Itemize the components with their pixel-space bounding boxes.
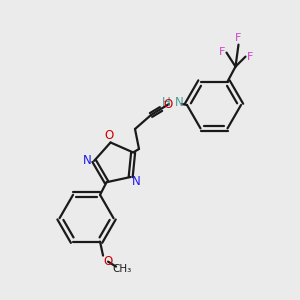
Text: CH₃: CH₃ [112, 264, 132, 274]
Text: O: O [103, 255, 113, 268]
Text: H: H [162, 97, 171, 110]
Text: N: N [83, 154, 92, 167]
Text: F: F [247, 52, 254, 61]
Text: N: N [175, 97, 184, 110]
Text: O: O [164, 98, 172, 112]
Text: F: F [235, 33, 242, 43]
Text: N: N [131, 175, 140, 188]
Text: O: O [104, 129, 114, 142]
Text: F: F [219, 46, 226, 57]
